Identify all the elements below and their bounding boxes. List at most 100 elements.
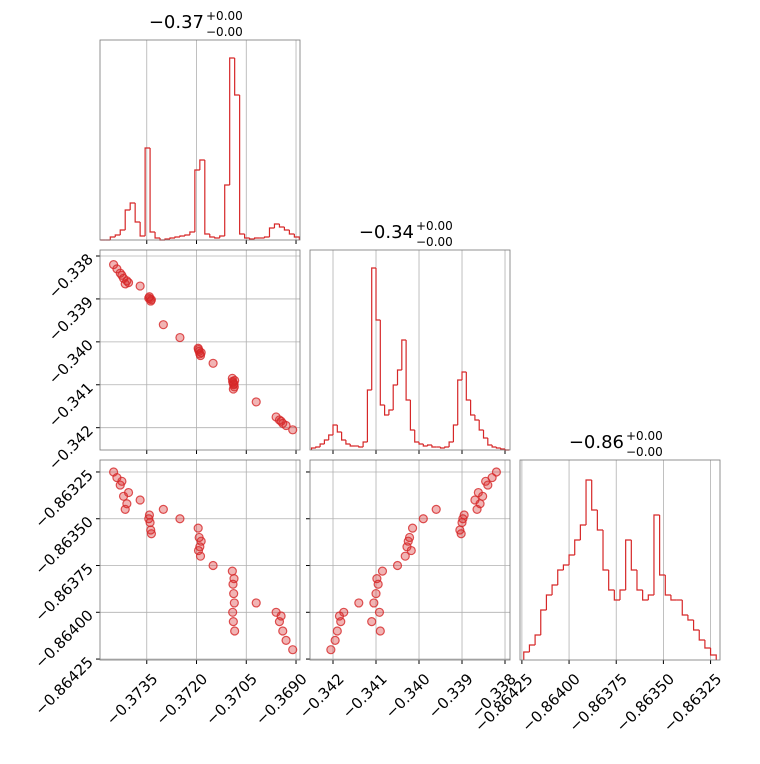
sample-point [117, 270, 127, 280]
x-tick-label: −0.3705 [202, 670, 261, 729]
sample-point [288, 645, 298, 655]
histogram-step [664, 575, 671, 596]
panel-frame [309, 249, 511, 451]
sample-point [276, 611, 286, 621]
x-tick-label: −0.340 [382, 670, 434, 722]
sample-point [354, 598, 364, 608]
histogram-step [461, 371, 467, 380]
histogram-step [209, 234, 215, 238]
title-lower: −0.00 [626, 445, 663, 459]
histogram-step [149, 148, 156, 233]
sample-point [135, 281, 145, 291]
histogram-step [574, 539, 581, 555]
panel: −0.34 +0.00 −0.00 [309, 219, 511, 454]
histogram-step [465, 372, 471, 401]
histogram-step [248, 238, 255, 240]
histogram-step [585, 479, 592, 525]
sample-point [375, 626, 385, 636]
sample-point [371, 588, 381, 599]
histogram-step [336, 425, 342, 433]
sample-point [120, 279, 130, 289]
histogram-step [596, 510, 604, 531]
sample-point [227, 566, 237, 576]
histogram-step [174, 236, 180, 238]
sample-point [431, 504, 441, 514]
histogram-step [214, 237, 220, 239]
sample-point [281, 420, 291, 431]
histogram-step [444, 446, 450, 448]
x-tick-label: −0.341 [339, 670, 391, 722]
histogram-step [528, 644, 536, 652]
histogram-step [345, 440, 351, 445]
histogram-step [179, 235, 185, 237]
sample-point [158, 320, 168, 330]
histogram-step [405, 340, 411, 401]
histogram-step [491, 445, 497, 448]
histogram-step [184, 234, 190, 236]
histogram-step [448, 441, 454, 447]
histogram-step [273, 223, 280, 228]
histogram-step [293, 234, 300, 240]
sample-point [144, 514, 154, 524]
y-tick-label: −0.338 [45, 250, 97, 302]
histogram-step [283, 227, 290, 231]
histogram-step [371, 267, 377, 390]
histogram-step [439, 447, 445, 449]
sample-point [108, 259, 119, 270]
histogram-step [409, 400, 415, 431]
sample-point [400, 551, 410, 561]
histogram-step [263, 236, 270, 238]
x-tick-label: −0.339 [425, 670, 477, 722]
sample-point [278, 626, 288, 636]
histogram-step [500, 448, 506, 450]
histogram-step [568, 554, 575, 565]
sample-point [175, 332, 185, 343]
histogram-step [709, 648, 717, 660]
panel-title: −0.86 [569, 432, 624, 453]
histogram-step [392, 384, 398, 410]
title-upper: +0.00 [416, 219, 453, 233]
histogram-step [204, 160, 210, 235]
sample-point [228, 607, 238, 617]
panel: −0.342−0.341−0.340−0.339−0.338 [296, 459, 520, 722]
histogram-step [670, 595, 677, 601]
sample-point [334, 611, 345, 621]
sample-point [123, 487, 134, 498]
sample-point [403, 536, 413, 546]
sample-point [288, 425, 298, 435]
x-tick-label: −0.3720 [153, 670, 212, 729]
y-tick-label: −0.339 [45, 293, 97, 345]
sample-point [374, 607, 385, 617]
histogram-step [323, 439, 329, 444]
histogram-step [288, 230, 295, 235]
x-tick-label: −0.3735 [103, 670, 162, 729]
histogram-step [199, 159, 205, 170]
histogram-step [144, 147, 151, 236]
sample-point [470, 495, 480, 505]
histogram-step [229, 57, 235, 185]
histogram-step [114, 234, 121, 237]
histogram-step [124, 209, 131, 230]
histogram-step [625, 539, 632, 590]
histogram-step [401, 339, 407, 370]
histogram-step [388, 409, 394, 415]
histogram-step [636, 570, 643, 591]
sample-point [135, 495, 145, 505]
histogram-step [642, 590, 649, 601]
histogram-step [253, 237, 260, 239]
sample-point [406, 545, 416, 556]
title-lower: −0.00 [206, 25, 243, 39]
histogram-step [591, 480, 598, 511]
histogram-step [619, 589, 626, 600]
sample-point [208, 560, 218, 571]
sample-point [108, 467, 119, 477]
histogram-step [452, 424, 458, 442]
histogram-step [358, 446, 364, 448]
histogram-step [375, 268, 381, 321]
sample-point [175, 514, 185, 524]
sample-point [193, 523, 203, 533]
histogram-step [315, 446, 321, 448]
sample-point [377, 566, 388, 576]
histogram-step [482, 430, 488, 439]
panel-frame [99, 459, 301, 661]
